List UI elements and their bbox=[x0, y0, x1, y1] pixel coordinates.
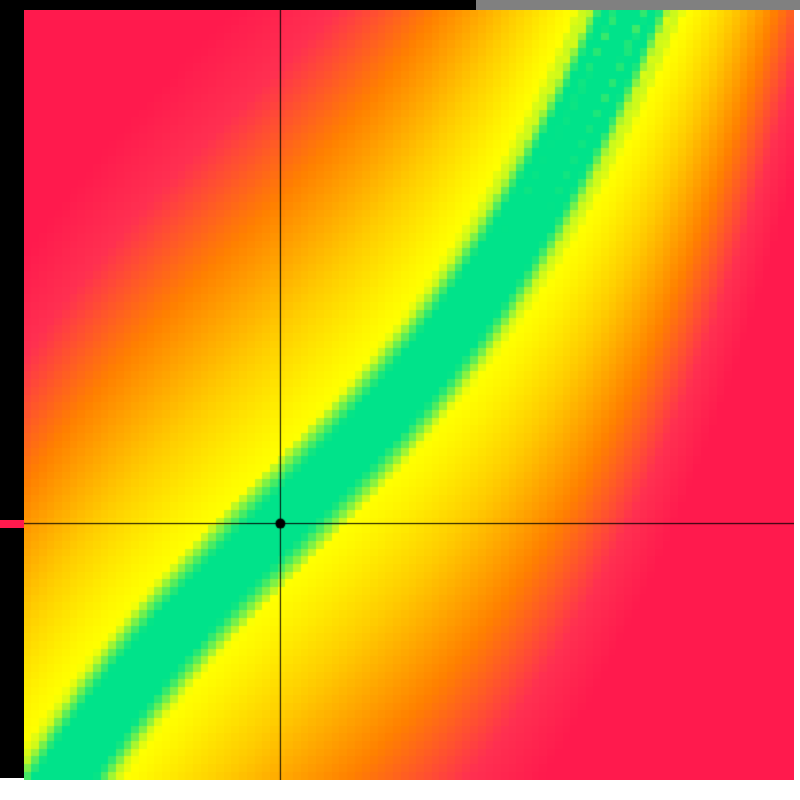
left-border-bar-gap bbox=[0, 520, 24, 528]
top-border-bar-black bbox=[0, 0, 476, 10]
left-border-bar-top bbox=[0, 10, 24, 520]
left-border-bar-bottom bbox=[0, 528, 24, 778]
top-border-bar-gray bbox=[476, 0, 800, 10]
heatmap-canvas bbox=[24, 10, 794, 780]
heatmap-chart bbox=[0, 0, 800, 800]
